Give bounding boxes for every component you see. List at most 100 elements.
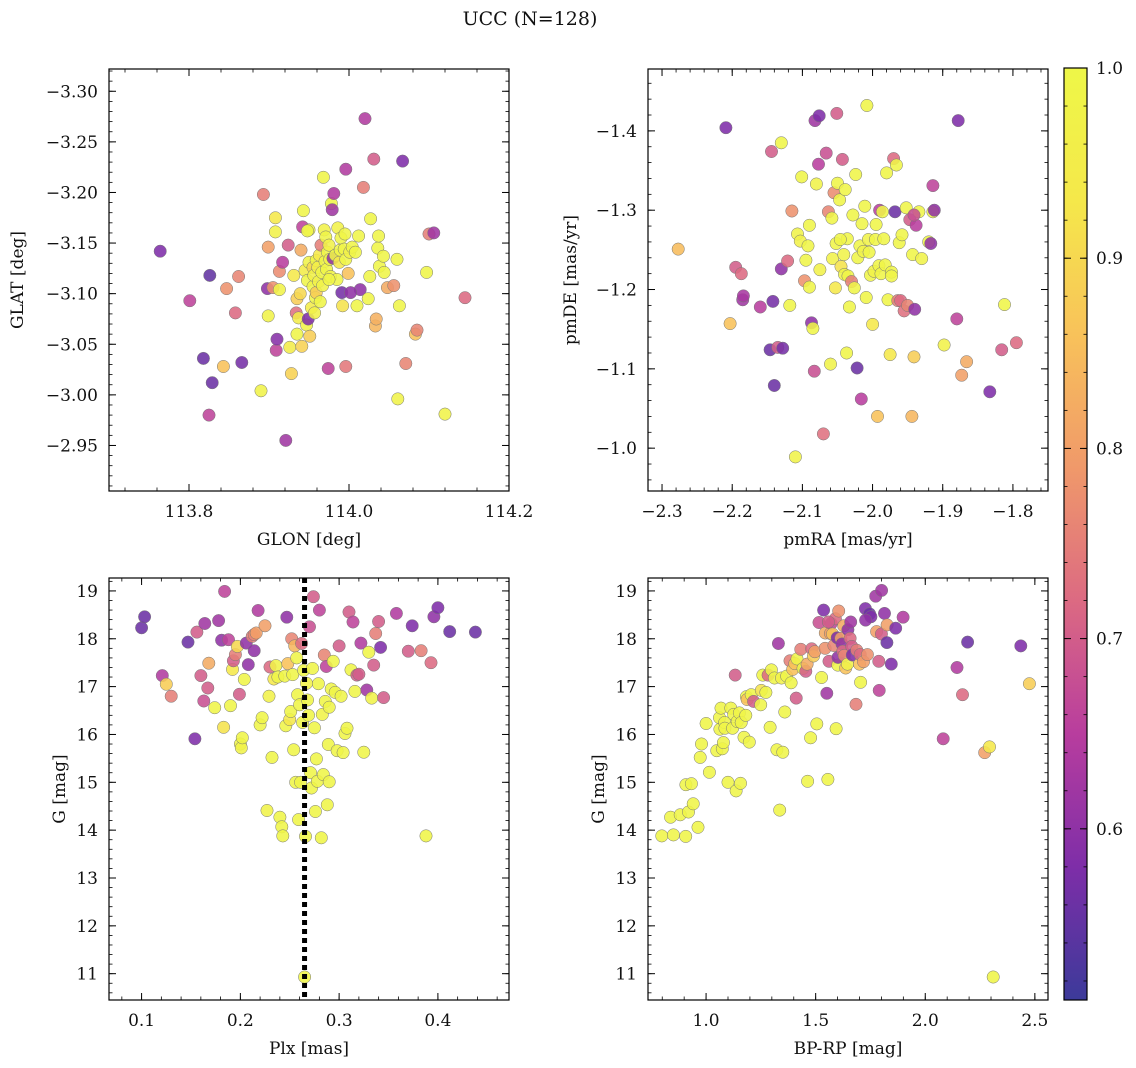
data-point: [228, 306, 242, 320]
data-point: [960, 355, 974, 369]
data-point: [198, 617, 212, 630]
y-tick-label: 15: [76, 773, 98, 793]
data-point: [336, 746, 350, 760]
data-point: [926, 179, 940, 193]
x-tick-label: 114.0: [325, 502, 374, 522]
data-point: [255, 711, 269, 725]
data-point: [262, 689, 276, 703]
data-point: [396, 154, 410, 168]
data-point: [955, 368, 969, 382]
data-point: [829, 722, 843, 736]
data-point: [766, 294, 780, 308]
data-point: [789, 691, 803, 705]
data-point: [339, 360, 353, 373]
data-point: [895, 228, 909, 242]
data-point: [771, 637, 785, 650]
data-point: [362, 645, 376, 659]
data-point: [338, 227, 352, 241]
data-point: [290, 651, 304, 665]
data-point: [308, 306, 322, 320]
data-point: [739, 708, 753, 722]
y-axis-label: pmDE [mas/yr]: [561, 215, 581, 345]
data-point: [414, 644, 428, 658]
colorbar-gradient: [1063, 67, 1088, 1001]
data-point: [232, 270, 246, 283]
data-point: [655, 829, 669, 843]
data-point: [804, 731, 818, 745]
data-point: [785, 204, 799, 218]
data-point: [736, 289, 750, 303]
y-tick-label: −1.2: [596, 281, 637, 301]
data-point: [833, 233, 847, 246]
data-points: [655, 583, 1036, 984]
data-point: [835, 152, 849, 166]
colorbar-tick-label: 1.0: [1096, 59, 1123, 79]
data-point: [842, 300, 856, 314]
x-tick-label: −2.2: [712, 502, 753, 522]
panels: 113.8 114.0 114.2 −2.95 −3.00 −3.05 −3.10 −3.15…: [8, 68, 1049, 1059]
axes-frame: [647, 68, 1049, 492]
data-point: [268, 211, 282, 225]
y-tick-label: −3.05: [46, 335, 98, 355]
x-tick-label: −2.3: [641, 502, 682, 522]
data-point: [339, 162, 353, 176]
y-tick-label: −3.00: [46, 386, 98, 406]
data-point: [889, 621, 903, 635]
data-point: [866, 317, 880, 331]
data-point: [322, 700, 336, 714]
data-point: [358, 112, 372, 126]
data-point: [312, 603, 326, 617]
data-point: [998, 298, 1011, 312]
data-point: [983, 740, 996, 754]
colorbar-tick-label: 0.8: [1096, 439, 1123, 459]
data-point: [286, 668, 300, 682]
data-point: [194, 669, 208, 683]
data-point: [241, 658, 255, 672]
data-point: [776, 745, 790, 759]
y-tick-label: 17: [615, 678, 637, 698]
data-point: [888, 205, 902, 219]
data-point: [795, 170, 809, 184]
x-axis-label: GLON [deg]: [257, 530, 361, 550]
data-point: [202, 408, 216, 422]
data-point: [276, 829, 290, 843]
data-point: [846, 208, 860, 222]
data-point: [372, 229, 386, 243]
data-point: [915, 252, 929, 266]
data-point: [287, 743, 301, 757]
data-point: [807, 364, 821, 378]
data-point: [875, 205, 889, 219]
data-point: [293, 287, 307, 301]
data-point: [825, 211, 839, 225]
data-point: [702, 765, 716, 779]
data-point: [135, 621, 149, 635]
data-point: [308, 805, 322, 818]
data-point: [196, 351, 210, 365]
data-point: [820, 686, 834, 700]
data-point: [372, 615, 386, 628]
data-point: [256, 188, 270, 201]
data-point: [387, 279, 401, 293]
data-point: [222, 633, 235, 647]
data-point: [774, 136, 788, 150]
data-point: [321, 362, 335, 375]
data-point: [287, 268, 301, 282]
y-tick-label: 11: [76, 965, 98, 985]
data-point: [316, 170, 330, 184]
data-point: [896, 610, 910, 624]
data-point: [778, 705, 792, 719]
data-point: [847, 281, 861, 295]
data-point: [813, 263, 827, 277]
data-point: [292, 813, 306, 827]
data-point: [754, 698, 768, 712]
data-point: [307, 721, 321, 735]
data-point: [950, 312, 964, 326]
data-point: [781, 254, 795, 268]
data-point: [684, 777, 698, 791]
data-point: [937, 338, 951, 352]
data-point: [765, 145, 778, 158]
data-point: [802, 218, 816, 232]
data-point: [367, 658, 381, 672]
data-point: [801, 239, 815, 253]
data-point: [254, 384, 268, 398]
